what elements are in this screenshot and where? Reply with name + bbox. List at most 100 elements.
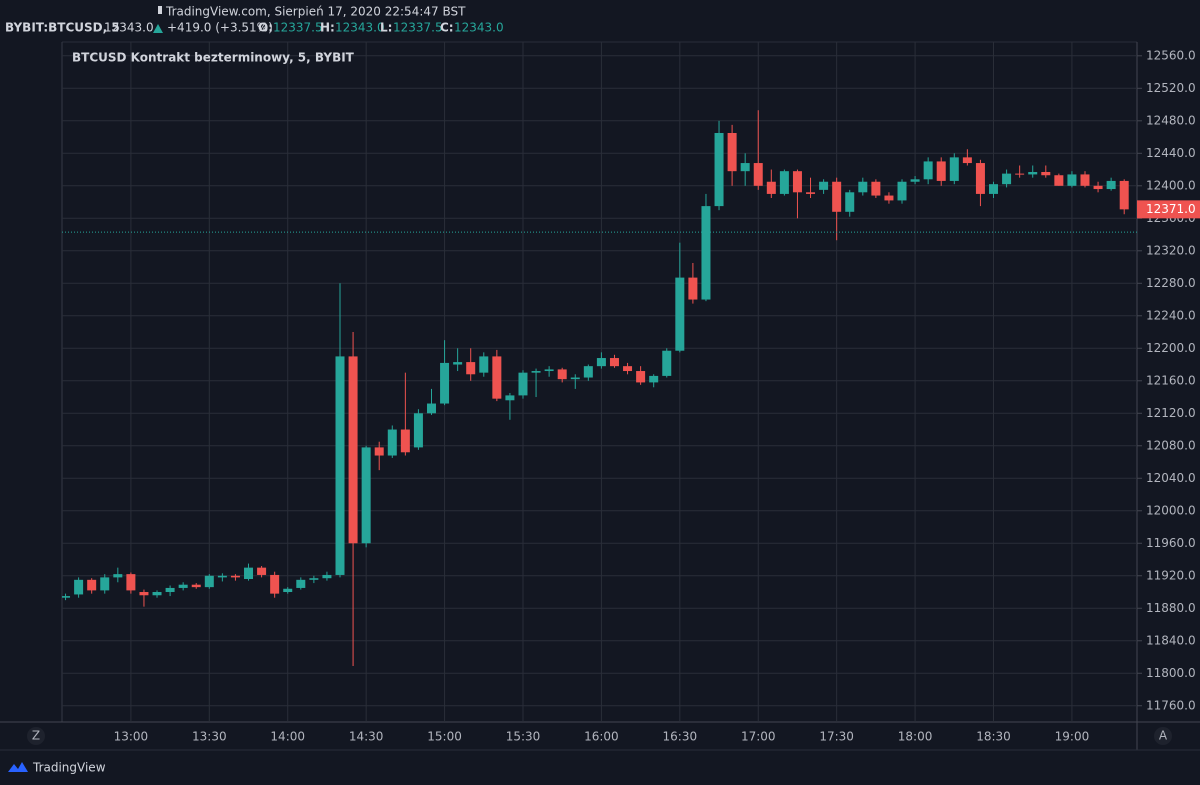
candle-body: [400, 429, 410, 453]
candle-body: [623, 366, 633, 372]
candle-body: [832, 181, 842, 212]
y-tick-label: 12280.0: [1146, 276, 1196, 290]
candle-body: [453, 362, 463, 365]
candle-body: [374, 447, 384, 456]
axes: 11760.0 11800.0 11840.0 11880.0 11920.0 11960…: [114, 48, 1200, 744]
candle-body: [897, 181, 907, 201]
candle-body: [1002, 173, 1012, 185]
candle-body: [217, 575, 227, 578]
candle-body: [440, 362, 450, 404]
chart-title: BTCUSD Kontrakt bezterminowy, 5, BYBIT: [72, 51, 355, 65]
ohlc-value: 12343.0: [454, 21, 504, 35]
candle-body: [688, 277, 698, 300]
candle-body: [466, 362, 476, 375]
candle-body: [1106, 180, 1116, 190]
candle-body: [662, 350, 672, 376]
candle-body: [335, 356, 345, 575]
candle-body: [753, 163, 763, 186]
candle-body: [518, 372, 528, 396]
y-tick-label: 11800.0: [1146, 666, 1196, 680]
ohlc-label: C:: [440, 21, 454, 35]
x-tick-label: 13:30: [192, 730, 227, 744]
source-icon: [158, 6, 162, 14]
candle-body: [1080, 174, 1090, 186]
y-tick-label: 12320.0: [1146, 243, 1196, 257]
auto-button[interactable]: [1154, 727, 1172, 745]
candle-body: [531, 371, 541, 373]
candle-body: [1028, 171, 1038, 175]
candle-body: [387, 429, 397, 456]
y-tick-label: 11840.0: [1146, 633, 1196, 647]
y-tick-label: 12440.0: [1146, 146, 1196, 160]
candle-body: [596, 358, 606, 367]
candle-body: [871, 181, 881, 196]
candle-body: [636, 371, 646, 383]
candles: [62, 110, 1137, 666]
candle-body: [936, 161, 946, 181]
brand: TradingView: [32, 761, 106, 775]
candle-body: [1015, 173, 1025, 175]
ohlc-label: O:: [258, 21, 273, 35]
candle-body: [62, 596, 71, 598]
candle-body: [766, 181, 776, 194]
candle-body: [270, 574, 280, 594]
candle-body: [1093, 185, 1103, 190]
change: +419.0 (+3.51%): [167, 21, 273, 35]
candle-body: [962, 157, 972, 164]
x-tick-label: 17:00: [741, 730, 776, 744]
candle-body: [570, 377, 580, 380]
candle-body: [989, 184, 999, 194]
ohlc-value: 12337.5: [273, 21, 323, 35]
candle-body: [740, 163, 750, 172]
candle-body: [675, 277, 685, 351]
y-tick-label: 12000.0: [1146, 503, 1196, 517]
grid: [62, 42, 1137, 722]
y-tick-label: 12560.0: [1146, 48, 1196, 62]
candle-body: [296, 579, 306, 588]
candle-body: [727, 132, 737, 172]
candle-body: [139, 592, 149, 596]
candle-body: [949, 157, 959, 181]
candle-body: [1119, 180, 1129, 210]
candle-body: [583, 366, 593, 378]
y-tick-label: 12520.0: [1146, 81, 1196, 95]
y-tick-label: 12160.0: [1146, 373, 1196, 387]
scale-button[interactable]: [27, 727, 45, 745]
candle-body: [884, 195, 894, 201]
last-price-tag: [1137, 200, 1200, 219]
candle-body: [100, 577, 110, 591]
candle-body: [714, 132, 724, 207]
brand-logo: [8, 762, 28, 772]
x-tick-label: 15:00: [427, 730, 462, 744]
candle-body: [204, 575, 214, 588]
y-tick-label: 11880.0: [1146, 601, 1196, 615]
candle-body: [819, 181, 829, 190]
candle-body: [191, 584, 201, 588]
ohlc-value: 12343.0: [335, 21, 385, 35]
candle-body: [413, 413, 423, 448]
y-tick-label: 12120.0: [1146, 406, 1196, 420]
candle-body: [479, 356, 489, 373]
auto-button-label[interactable]: A: [1159, 729, 1168, 743]
x-tick-label: 15:30: [506, 730, 541, 744]
candle-body: [126, 574, 136, 591]
candle-body: [257, 567, 267, 575]
candle-body: [1067, 174, 1077, 186]
y-tick-label: 12200.0: [1146, 341, 1196, 355]
candle-body: [806, 192, 816, 194]
scale-button-label[interactable]: Z: [32, 729, 40, 743]
symbol: BYBIT:BTCUSD, 5: [5, 21, 120, 35]
candle-body: [178, 584, 188, 588]
source-text: TradingView.com, Sierpień 17, 2020 22:54…: [165, 5, 466, 19]
candle-body: [910, 179, 920, 182]
y-tick-label: 11920.0: [1146, 568, 1196, 582]
y-tick-label: 12400.0: [1146, 178, 1196, 192]
candle-body: [87, 579, 97, 591]
candle-body: [557, 369, 567, 380]
candle-body: [152, 592, 162, 596]
x-tick-label: 13:00: [114, 730, 149, 744]
candle-body: [649, 375, 659, 383]
candle-body: [244, 567, 254, 580]
